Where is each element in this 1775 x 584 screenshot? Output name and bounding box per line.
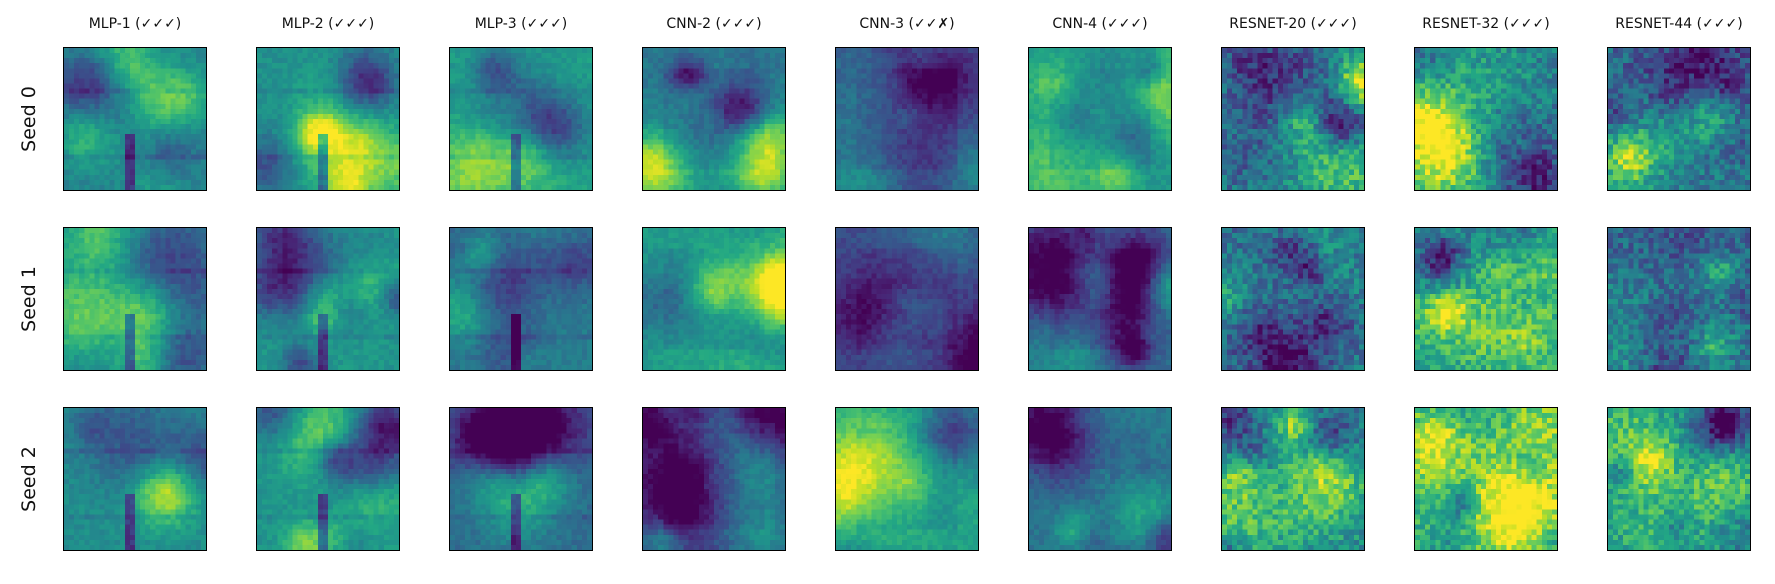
heatmap-image xyxy=(1608,408,1750,550)
row-label: Seed 0 xyxy=(17,44,41,194)
heatmap-panel xyxy=(449,47,593,191)
column-title: MLP-2 (✓✓✓) xyxy=(281,16,375,32)
heatmap-image xyxy=(1222,228,1364,370)
heatmap-image xyxy=(643,408,785,550)
heatmap-panel xyxy=(256,407,400,551)
heatmap-image xyxy=(64,228,206,370)
heatmap-panel xyxy=(642,407,786,551)
heatmap-panel xyxy=(1028,227,1172,371)
heatmap-panel xyxy=(642,227,786,371)
heatmap-panel xyxy=(63,407,207,551)
heatmap-panel xyxy=(1028,407,1172,551)
row-label: Seed 2 xyxy=(17,404,41,554)
heatmap-panel xyxy=(1607,47,1751,191)
heatmap-image xyxy=(836,408,978,550)
heatmap-image xyxy=(450,48,592,190)
column-title: CNN-2 (✓✓✓) xyxy=(666,16,762,32)
heatmap-panel xyxy=(1607,407,1751,551)
heatmap-panel xyxy=(835,407,979,551)
heatmap-image xyxy=(64,408,206,550)
heatmap-panel xyxy=(1414,47,1558,191)
heatmap-image xyxy=(1222,48,1364,190)
heatmap-panel xyxy=(1221,227,1365,371)
column-title: MLP-1 (✓✓✓) xyxy=(88,16,182,32)
heatmap-panel xyxy=(1028,47,1172,191)
heatmap-image xyxy=(1415,48,1557,190)
column-title: MLP-3 (✓✓✓) xyxy=(474,16,568,32)
heatmap-panel xyxy=(63,47,207,191)
heatmap-panel xyxy=(256,47,400,191)
row-label-text: Seed 0 xyxy=(18,86,41,152)
heatmap-image xyxy=(1415,228,1557,370)
heatmap-panel xyxy=(1414,227,1558,371)
heatmap-panel xyxy=(835,227,979,371)
heatmap-image xyxy=(450,408,592,550)
heatmap-panel xyxy=(449,407,593,551)
heatmap-panel xyxy=(256,227,400,371)
heatmap-image xyxy=(64,48,206,190)
heatmap-panel xyxy=(642,47,786,191)
heatmap-image xyxy=(643,228,785,370)
heatmap-panel xyxy=(835,47,979,191)
heatmap-image xyxy=(1029,48,1171,190)
heatmap-image xyxy=(1608,48,1750,190)
row-label-text: Seed 2 xyxy=(18,446,41,512)
heatmap-image xyxy=(836,228,978,370)
heatmap-panel xyxy=(1414,407,1558,551)
heatmap-panel xyxy=(1221,47,1365,191)
heatmap-panel xyxy=(1221,407,1365,551)
heatmap-panel xyxy=(1607,227,1751,371)
heatmap-panel xyxy=(63,227,207,371)
column-title: RESNET-32 (✓✓✓) xyxy=(1422,16,1550,32)
row-label-text: Seed 1 xyxy=(18,266,41,332)
heatmap-image xyxy=(1029,408,1171,550)
heatmap-image xyxy=(1222,408,1364,550)
column-title: CNN-4 (✓✓✓) xyxy=(1052,16,1148,32)
heatmap-image xyxy=(1029,228,1171,370)
heatmap-image xyxy=(257,48,399,190)
heatmap-image xyxy=(257,408,399,550)
column-title: CNN-3 (✓✓✗) xyxy=(859,16,955,32)
heatmap-image xyxy=(1608,228,1750,370)
row-label: Seed 1 xyxy=(17,224,41,374)
heatmap-image xyxy=(836,48,978,190)
heatmap-image xyxy=(1415,408,1557,550)
column-title: RESNET-44 (✓✓✓) xyxy=(1615,16,1743,32)
heatmap-image xyxy=(450,228,592,370)
column-title: RESNET-20 (✓✓✓) xyxy=(1229,16,1357,32)
heatmap-panel xyxy=(449,227,593,371)
heatmap-image xyxy=(643,48,785,190)
heatmap-image xyxy=(257,228,399,370)
